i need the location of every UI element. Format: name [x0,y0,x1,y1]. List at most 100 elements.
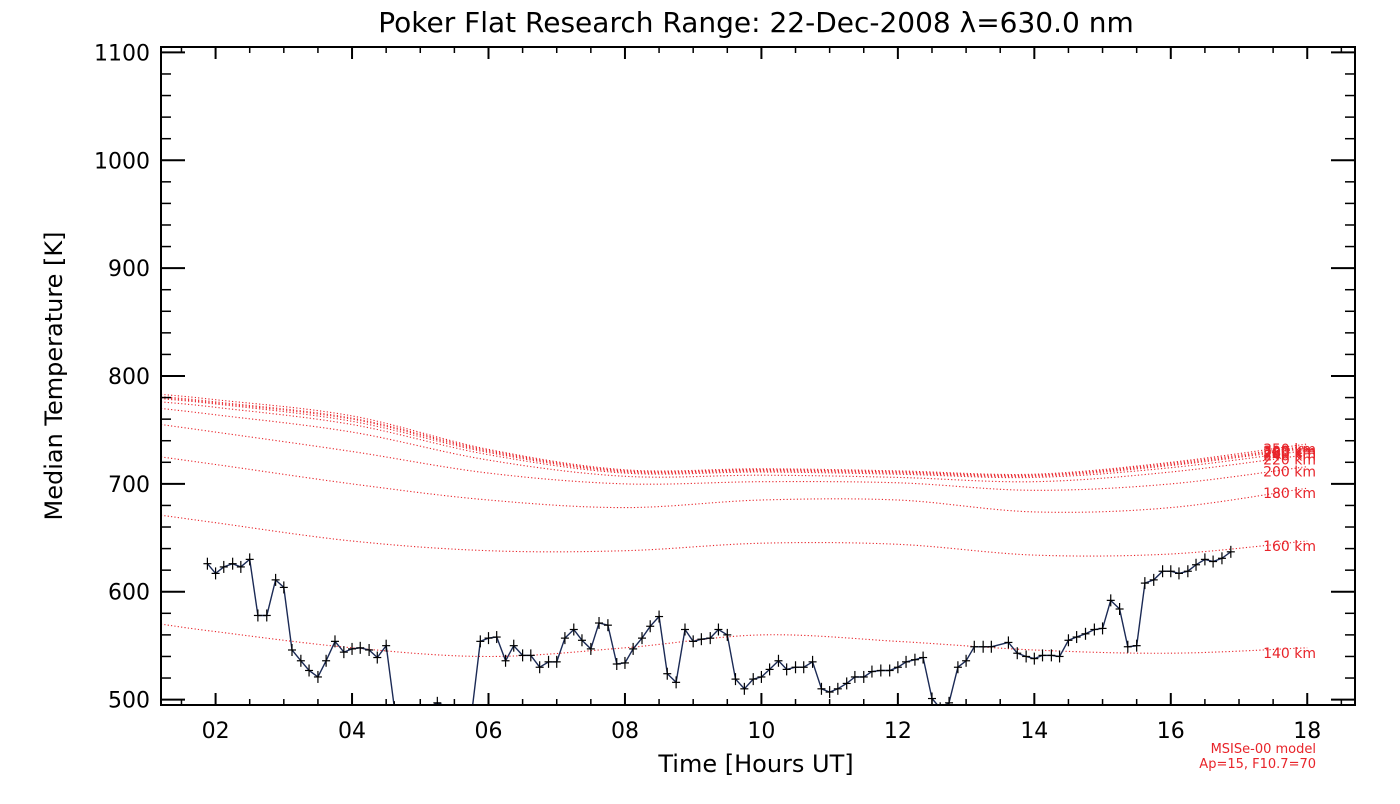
measured-point [203,557,212,570]
measured-point [476,635,485,648]
x-tick-label: 06 [474,719,502,744]
measured-point [638,632,647,645]
measured-point [1132,639,1141,652]
measured-point [876,664,885,677]
measured-point [1064,634,1073,647]
measured-point [322,654,331,667]
measured-point [1140,577,1149,590]
model-line-160-km [161,514,1308,557]
measured-point [236,560,245,573]
measured-point [1030,652,1039,665]
y-tick-label: 500 [108,689,150,714]
model-line-label: 180 km [1263,486,1316,502]
measured-point [1200,553,1209,566]
measured-point [817,682,826,695]
measured-point [356,641,365,654]
measured-point [1106,594,1115,607]
measured-point [910,653,919,666]
y-tick-label: 600 [108,581,150,606]
measured-point [577,634,586,647]
measured-point [919,651,928,664]
measured-point [1038,649,1047,662]
measured-point [552,655,561,668]
measured-point [808,655,817,668]
measured-series [203,545,1235,727]
measured-point [518,649,527,662]
measured-point [979,640,988,653]
measured-point [689,635,698,648]
x-axis-label: Time [Hours UT] [657,750,853,778]
measured-point [1013,647,1022,660]
measured-point [313,670,322,683]
measured-point [603,619,612,632]
measured-point [262,609,271,622]
model-line-350-km [161,393,1308,476]
measured-point [740,682,749,695]
model-line-220-km [161,407,1308,483]
measured-point [859,670,868,683]
x-tick-label: 18 [1293,719,1321,744]
measured-point [1226,545,1235,558]
measured-point [399,715,407,727]
measured-point [850,670,859,683]
measured-point [279,581,288,594]
measured-point [672,676,681,689]
model-line-label: 160 km [1263,539,1316,555]
measured-point [560,632,569,645]
measured-point [1192,558,1201,571]
x-tick-label: 04 [338,719,366,744]
measured-point [1090,623,1099,636]
y-tick-label: 1000 [94,149,150,174]
measured-point [629,642,638,655]
measured-point [1047,649,1056,662]
model-line-label: 350 km [1263,442,1316,458]
y-tick-label: 1100 [94,41,150,66]
measured-point [714,623,723,636]
measured-point [723,628,732,641]
measured-point [296,654,305,667]
model-line-200-km [161,423,1308,491]
measured-point [348,642,357,655]
measured-point [842,677,851,690]
measured-point [697,633,706,646]
model-line-label: 220 km [1263,453,1316,469]
measured-point [1055,650,1064,663]
measured-point [330,635,339,648]
model-line-label: 240 km [1263,448,1316,464]
model-line-label: 140 km [1263,646,1316,662]
measured-point [492,631,501,644]
y-tick-label: 900 [108,257,150,282]
chart-title: Poker Flat Research Range: 22-Dec-2008 λ… [378,6,1134,39]
measured-point [749,673,758,686]
measured-point [799,661,808,674]
measured-point [757,670,766,683]
measured-point [970,640,979,653]
measured-point [945,696,954,705]
measured-point [680,623,689,636]
measured-point [902,655,911,668]
measured-point [1209,555,1218,568]
measured-point [535,661,544,674]
measured-point [1022,650,1031,663]
measured-point [1183,565,1192,578]
measured-point [569,623,578,636]
measured-point [1081,627,1090,640]
measured-point [1149,573,1158,586]
measured-point [595,617,604,630]
measured-point [1217,552,1226,565]
model-line-label: 300 km [1263,444,1316,460]
measured-point [245,553,254,566]
measured-point [782,663,791,676]
axes: 02 04 06 08 10 12 14 16 18 500 600 700 800 900 1000 110… [94,41,1355,744]
model-line-label: 200 km [1263,465,1316,481]
measured-point [1166,565,1175,578]
measured-point [305,664,314,677]
measured-point [365,643,374,656]
measured-point [1098,622,1107,635]
measured-point [706,632,715,645]
x-tick-label: 12 [884,719,912,744]
measured-point [620,656,629,669]
model-line-280-km [161,397,1308,477]
